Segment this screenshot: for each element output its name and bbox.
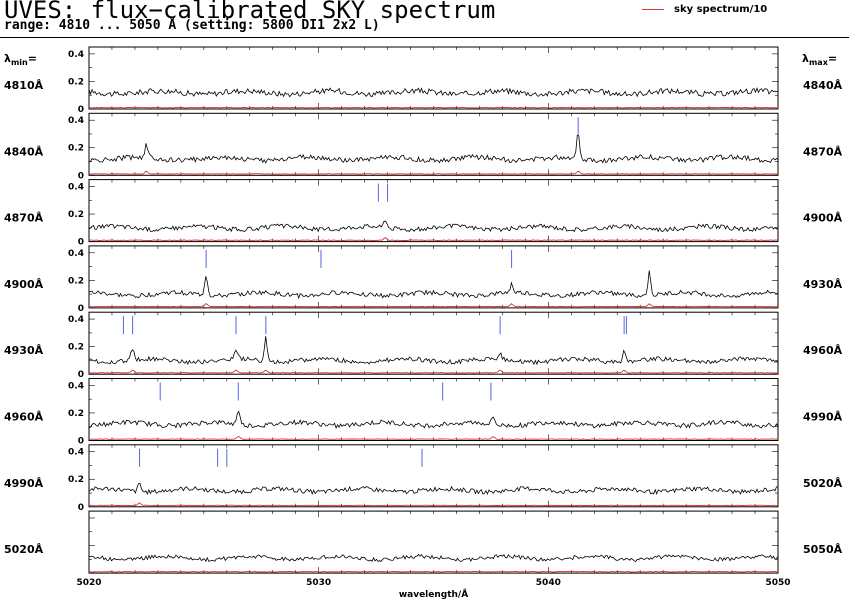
x-axis-label: wavelength/Å [399, 589, 468, 600]
y-tick-label: 0 [78, 171, 84, 181]
y-tick-label: 0.2 [68, 475, 84, 485]
panel-max-label: 5020Å [803, 477, 843, 490]
y-tick-label: 0.4 [68, 249, 84, 259]
y-tick-label: 0 [78, 105, 84, 115]
flux-spectrum-line [88, 336, 779, 366]
panel-frame [88, 46, 779, 110]
panel-max-label: 4870Å [803, 145, 843, 158]
x-tick-label: 5030 [306, 578, 331, 588]
panel-min-label: 4810Å [4, 79, 44, 92]
sky-spectrum-line [88, 435, 779, 440]
chart-subtitle: range: 4810 ... 5050 Å (setting: 5800 DI… [4, 18, 380, 33]
legend: sky spectrum/10 [642, 4, 767, 15]
flux-spectrum-line [88, 220, 779, 233]
flux-spectrum-line [88, 410, 779, 429]
panel-frame [88, 112, 779, 176]
panel-max-label: 5050Å [803, 543, 843, 556]
panel-max-label: 4930Å [803, 278, 843, 291]
panel-min-label: 4870Å [4, 212, 44, 225]
y-tick-label: 0.2 [68, 409, 84, 419]
panel-min-label: 4960Å [4, 411, 44, 424]
y-tick-label: 0.2 [68, 343, 84, 353]
y-tick-label: 0.4 [68, 381, 84, 391]
y-tick-label: 0.4 [68, 50, 84, 60]
sky-spectrum-line [88, 502, 779, 507]
sky-spectrum-line [88, 303, 779, 308]
y-tick-label: 0 [78, 238, 84, 248]
y-tick-label: 0 [78, 437, 84, 447]
panel-frame [88, 245, 779, 309]
title-divider [0, 37, 849, 38]
flux-spectrum-line [88, 87, 779, 98]
y-tick-label: 0.2 [68, 210, 84, 220]
panel-max-label: 4900Å [803, 212, 843, 225]
lambda-min-header: λmin= [4, 52, 37, 68]
flux-spectrum-line [88, 270, 778, 300]
panel-frame [88, 444, 779, 508]
panel-min-label: 4930Å [4, 344, 44, 357]
flux-spectrum-line [88, 134, 779, 164]
panel-frame [88, 510, 779, 574]
panel-frame [88, 311, 779, 375]
y-tick-label: 0 [78, 370, 84, 380]
sky-spectrum-line [88, 170, 778, 175]
panel-max-label: 4990Å [803, 411, 843, 424]
x-tick-label: 5040 [536, 578, 561, 588]
y-tick-label: 0.2 [68, 276, 84, 286]
panel-max-label: 4960Å [803, 344, 843, 357]
x-tick-label: 5020 [76, 578, 101, 588]
flux-spectrum-line [88, 553, 779, 563]
y-tick-label: 0.4 [68, 182, 84, 192]
y-tick-label: 0.4 [68, 315, 84, 325]
chart-title: UVES: flux−calibrated SKY spectrum [4, 0, 496, 24]
lambda-max-header: λmax= [802, 52, 838, 68]
legend-label-sky: sky spectrum/10 [674, 4, 768, 15]
panel-max-label: 4840Å [803, 79, 843, 92]
x-tick-label: 5050 [765, 578, 790, 588]
sky-spectrum-line [88, 570, 778, 573]
y-tick-label: 0 [78, 304, 84, 314]
flux-spectrum-line [88, 482, 778, 496]
sky-spectrum-line [88, 237, 779, 241]
y-tick-label: 0.4 [68, 116, 84, 126]
panel-min-label: 4840Å [4, 145, 44, 158]
y-tick-label: 0.2 [68, 77, 84, 87]
panel-min-label: 5020Å [4, 543, 44, 556]
sky-spectrum-line [88, 369, 778, 374]
panel-frame [88, 179, 779, 243]
panel-min-label: 4900Å [4, 278, 44, 291]
panel-frame [88, 378, 779, 441]
sky-spectrum-line [88, 106, 779, 109]
legend-swatch-sky [642, 8, 664, 10]
panel-min-label: 4990Å [4, 477, 44, 490]
y-tick-label: 0.4 [68, 448, 84, 458]
y-tick-label: 0 [78, 503, 84, 513]
y-tick-label: 0.2 [68, 144, 84, 154]
